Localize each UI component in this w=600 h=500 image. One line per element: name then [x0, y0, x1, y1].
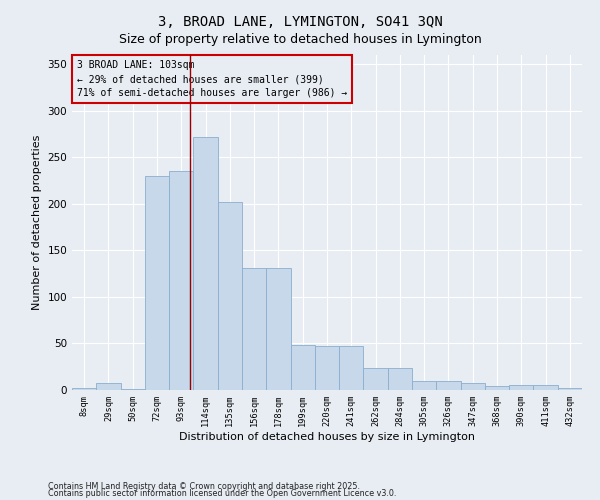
Y-axis label: Number of detached properties: Number of detached properties — [32, 135, 42, 310]
Bar — [266, 268, 290, 390]
Bar — [485, 386, 509, 390]
Bar — [533, 386, 558, 390]
Bar — [218, 202, 242, 390]
Bar — [388, 368, 412, 390]
Text: 3 BROAD LANE: 103sqm
← 29% of detached houses are smaller (399)
71% of semi-deta: 3 BROAD LANE: 103sqm ← 29% of detached h… — [77, 60, 347, 98]
Bar — [558, 388, 582, 390]
Bar — [364, 368, 388, 390]
Bar — [121, 389, 145, 390]
Text: 3, BROAD LANE, LYMINGTON, SO41 3QN: 3, BROAD LANE, LYMINGTON, SO41 3QN — [158, 15, 442, 29]
Bar — [436, 380, 461, 390]
X-axis label: Distribution of detached houses by size in Lymington: Distribution of detached houses by size … — [179, 432, 475, 442]
Bar — [72, 388, 96, 390]
Bar — [96, 382, 121, 390]
Text: Size of property relative to detached houses in Lymington: Size of property relative to detached ho… — [119, 32, 481, 46]
Text: Contains HM Land Registry data © Crown copyright and database right 2025.: Contains HM Land Registry data © Crown c… — [48, 482, 360, 491]
Bar — [242, 268, 266, 390]
Bar — [461, 382, 485, 390]
Bar — [169, 172, 193, 390]
Bar — [315, 346, 339, 390]
Text: Contains public sector information licensed under the Open Government Licence v3: Contains public sector information licen… — [48, 490, 397, 498]
Bar — [290, 346, 315, 390]
Bar — [145, 176, 169, 390]
Bar — [339, 346, 364, 390]
Bar — [412, 380, 436, 390]
Bar — [193, 137, 218, 390]
Bar — [509, 386, 533, 390]
